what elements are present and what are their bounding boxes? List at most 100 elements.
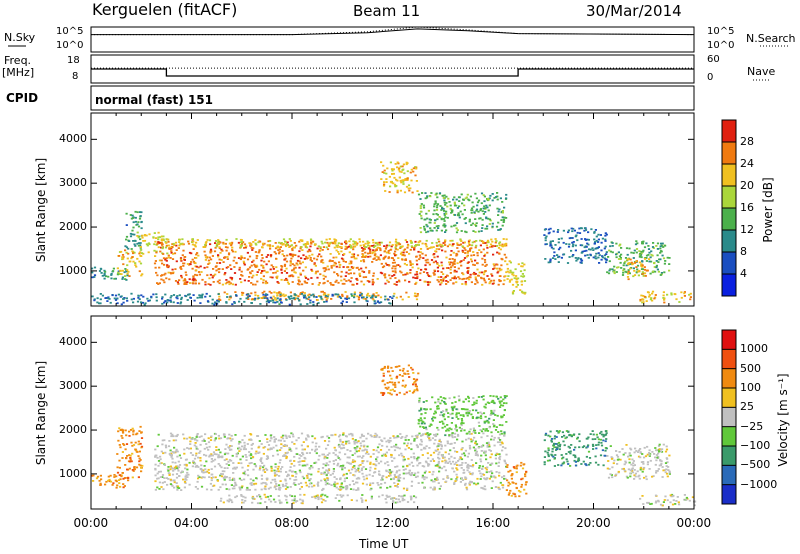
scatter-cell <box>498 441 501 443</box>
scatter-cell <box>586 242 589 245</box>
scatter-cell <box>373 471 376 474</box>
scatter-cell <box>176 281 179 284</box>
scatter-cell <box>604 240 607 242</box>
scatter-cell <box>497 486 500 489</box>
scatter-cell <box>473 271 476 274</box>
scatter-cell <box>350 295 354 297</box>
scatter-cell <box>247 474 250 477</box>
scatter-cell <box>305 474 309 477</box>
scatter-cell <box>402 477 405 480</box>
scatter-cell <box>212 451 216 454</box>
scatter-cell <box>190 261 193 263</box>
scatter-cell <box>347 279 350 282</box>
scatter-cell <box>386 388 389 390</box>
scatter-cell <box>333 485 336 488</box>
scatter-cell <box>266 244 269 247</box>
scatter-cell <box>304 457 307 460</box>
scatter-cell <box>589 253 592 256</box>
scatter-cell <box>498 474 501 477</box>
scatter-cell <box>583 229 586 232</box>
scatter-cell <box>379 449 383 451</box>
scatter-cell <box>557 229 560 231</box>
scatter-cell <box>213 453 216 455</box>
scatter-cell <box>161 476 164 478</box>
scatter-cell <box>298 266 301 269</box>
scatter-cell <box>449 272 452 274</box>
scatter-cell <box>323 292 326 294</box>
scatter-cell <box>354 448 357 451</box>
scatter-cell <box>158 259 162 262</box>
scatter-cell <box>641 250 644 253</box>
scatter-cell <box>231 249 234 251</box>
scatter-cell <box>218 298 221 301</box>
scatter-cell <box>465 231 468 234</box>
scatter-cell <box>491 399 494 402</box>
scatter-cell <box>437 443 440 446</box>
scatter-cell <box>119 446 122 449</box>
scatter-cell <box>460 428 463 430</box>
scatter-cell <box>273 251 276 253</box>
scatter-cell <box>483 420 486 423</box>
scatter-cell <box>495 395 498 398</box>
scatter-cell <box>414 380 417 383</box>
scatter-cell <box>617 258 621 260</box>
scatter-cell <box>325 447 328 450</box>
scatter-cell <box>358 447 362 450</box>
scatter-cell <box>369 255 372 258</box>
scatter-cell <box>91 267 94 270</box>
scatter-cell <box>270 437 273 440</box>
scatter-cell <box>412 383 415 386</box>
scatter-cell <box>202 246 205 248</box>
scatter-cell <box>438 438 441 441</box>
scatter-cell <box>438 240 441 243</box>
scatter-cell <box>137 244 140 247</box>
scatter-cell <box>235 262 238 265</box>
scatter-cell <box>369 469 372 472</box>
scatter-cell <box>138 430 141 432</box>
scatter-cell <box>301 502 304 505</box>
scatter-cell <box>362 276 365 279</box>
scatter-cell <box>649 298 652 301</box>
scatter-cell <box>414 277 417 279</box>
scatter-cell <box>520 290 524 293</box>
scatter-cell <box>398 391 401 394</box>
scatter-cell <box>207 448 210 451</box>
scatter-cell <box>420 408 423 411</box>
scatter-cell <box>504 447 507 450</box>
scatter-cell <box>489 450 492 452</box>
scatter-cell <box>288 238 291 240</box>
scatter-cell <box>466 411 469 413</box>
scatter-cell <box>377 258 380 260</box>
scatter-cell <box>374 302 377 305</box>
scatter-cell <box>238 300 241 303</box>
scatter-cell <box>511 291 515 294</box>
scatter-cell <box>238 268 241 271</box>
scatter-cell <box>403 262 406 265</box>
scatter-cell <box>250 457 253 460</box>
scatter-cell <box>401 369 405 372</box>
scatter-cell <box>475 462 478 464</box>
scatter-cell <box>173 451 176 454</box>
scatter-cell <box>442 478 445 480</box>
scatter-cell <box>459 261 462 264</box>
scatter-cell <box>361 462 364 464</box>
scatter-cell <box>139 238 142 241</box>
cpid-panel-frame <box>90 85 695 111</box>
scatter-cell <box>523 292 526 295</box>
scatter-cell <box>645 260 648 262</box>
scatter-cell <box>413 439 416 442</box>
scatter-cell <box>194 282 197 285</box>
scatter-cell <box>430 479 433 482</box>
scatter-cell <box>653 297 656 300</box>
scatter-cell <box>503 459 506 462</box>
scatter-cell <box>317 481 320 484</box>
scatter-cell <box>455 227 458 230</box>
scatter-cell <box>544 237 547 239</box>
scatter-cell <box>461 202 464 205</box>
scatter-cell <box>264 482 267 484</box>
scatter-cell <box>340 447 343 450</box>
scatter-cell <box>391 270 394 273</box>
scatter-cell <box>415 255 418 258</box>
scatter-cell <box>361 499 364 502</box>
scatter-cell <box>451 264 454 267</box>
